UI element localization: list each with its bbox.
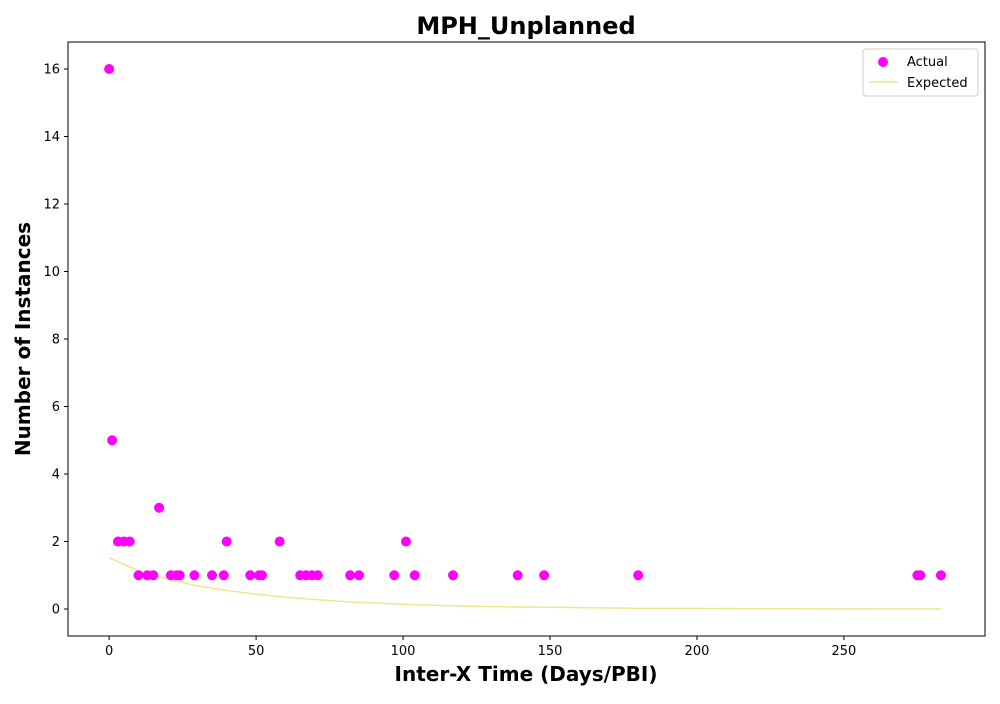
actual-point [312, 570, 323, 581]
x-tick-label: 150 [538, 644, 563, 659]
y-tick-label: 2 [52, 535, 60, 550]
y-axis: 0 2 4 6 8 10 12 14 16 [43, 63, 68, 618]
legend-actual-marker [878, 57, 888, 67]
actual-point [512, 570, 523, 581]
actual-point [353, 570, 364, 581]
actual-point [174, 570, 185, 581]
y-tick-label: 16 [43, 63, 60, 78]
actual-point [915, 570, 926, 581]
expected-line [108, 557, 941, 610]
expected-series [108, 557, 941, 610]
y-tick-label: 10 [43, 265, 60, 280]
y-tick-label: 4 [52, 468, 60, 483]
y-tick-label: 0 [52, 603, 60, 618]
legend-actual-label: Actual [907, 55, 948, 70]
actual-point [274, 536, 285, 547]
x-tick-label: 250 [832, 644, 857, 659]
x-tick-label: 100 [391, 644, 416, 659]
actual-point [256, 570, 267, 581]
actual-point [124, 536, 135, 547]
actual-point [448, 570, 459, 581]
actual-point [133, 570, 144, 581]
y-axis-label: Number of Instances [11, 222, 35, 456]
y-tick-label: 6 [52, 400, 60, 415]
actual-point [107, 435, 118, 446]
y-tick-label: 8 [52, 333, 60, 348]
actual-point [389, 570, 400, 581]
x-axis: 0 50 100 150 200 250 [105, 636, 856, 659]
actual-series [104, 64, 946, 581]
actual-point [401, 536, 411, 547]
actual-point [935, 570, 946, 581]
actual-point [221, 536, 232, 547]
legend-box [862, 48, 979, 97]
actual-point [345, 570, 356, 581]
x-tick-label: 200 [685, 644, 710, 659]
actual-point [189, 570, 200, 581]
x-tick-label: 0 [105, 644, 113, 659]
actual-point [633, 570, 644, 581]
chart-title: MPH_Unplanned [416, 12, 635, 40]
actual-point [409, 570, 420, 581]
actual-point [207, 570, 218, 581]
legend: Actual Expected [862, 48, 979, 97]
actual-point [245, 570, 256, 581]
legend-expected-label: Expected [907, 76, 968, 91]
x-axis-label: Inter-X Time (Days/PBI) [395, 662, 658, 686]
actual-point [218, 570, 229, 581]
actual-point [104, 64, 115, 74]
y-tick-label: 12 [43, 198, 60, 213]
actual-point [154, 502, 165, 513]
actual-point [148, 570, 159, 581]
x-tick-label: 50 [248, 644, 265, 659]
actual-point [539, 570, 550, 581]
y-tick-label: 14 [43, 130, 60, 145]
